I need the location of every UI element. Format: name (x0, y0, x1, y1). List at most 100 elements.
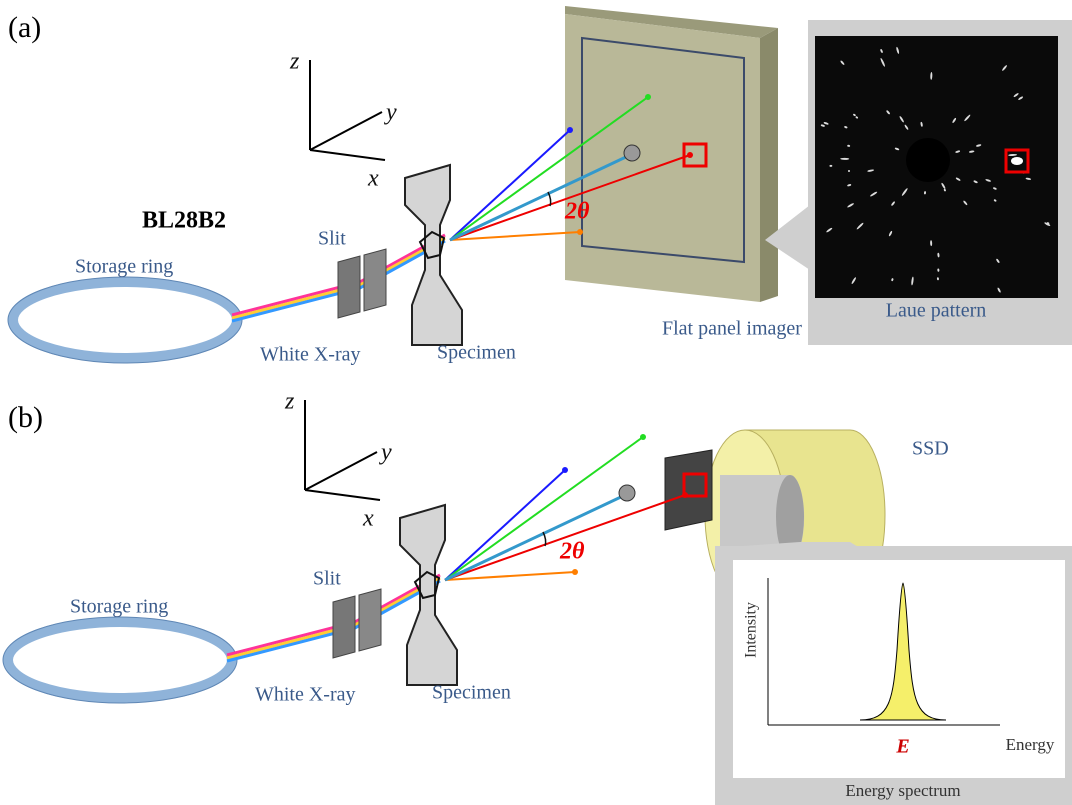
axis (309, 149, 386, 161)
laue-spot (894, 147, 900, 151)
laue-spot (955, 150, 961, 153)
laue-spot (993, 187, 997, 190)
laue-spot (993, 199, 997, 202)
label: Slit (318, 228, 346, 250)
x-axis-label: Energy (1006, 735, 1055, 754)
laue-spot (891, 278, 894, 282)
direct-beam (449, 154, 629, 242)
laue-spot (820, 124, 825, 127)
laue-spot (952, 117, 957, 123)
label: Specimen (437, 342, 516, 364)
laue-spot (936, 277, 939, 281)
axis (304, 489, 381, 501)
arrow-head (567, 127, 573, 133)
laue-spot (847, 203, 854, 208)
diffracted-beam (444, 436, 644, 581)
angle-label: 2θ (559, 539, 585, 565)
diffracted-beam (449, 96, 649, 241)
laue-spot (968, 150, 975, 153)
laue-spot (847, 144, 851, 147)
storage-ring-edge (7, 276, 243, 364)
laue-spot (870, 191, 878, 197)
laue-inset (765, 20, 1072, 345)
laue-spot (826, 227, 833, 233)
beamline-label: BL28B2 (142, 208, 226, 234)
axis (309, 111, 383, 151)
grain (413, 570, 441, 600)
diffracted-beam (449, 129, 571, 241)
laue-spot (997, 287, 1001, 293)
laue-spot (891, 201, 895, 206)
specimen (399, 503, 458, 686)
laue-spot (896, 46, 900, 54)
inset-caption: Energy spectrum (845, 781, 960, 800)
label: Storage ring (75, 256, 173, 278)
grain (418, 230, 446, 260)
arrow-head (645, 94, 651, 100)
laue-spot (880, 57, 885, 67)
laue-spot (1011, 157, 1023, 165)
flat-panel (565, 6, 778, 302)
arrow-head (682, 492, 688, 498)
slit (332, 595, 356, 659)
slit (337, 255, 361, 319)
laue-spot (867, 169, 875, 172)
laue-spot (856, 222, 864, 230)
laue-spot (911, 276, 914, 286)
laue-spot (973, 180, 978, 184)
laue-spot (829, 164, 833, 167)
laue-spot (976, 144, 982, 147)
laue-spot (888, 230, 893, 237)
axis (304, 451, 378, 491)
laue-spot (1025, 177, 1032, 180)
laue-spot (844, 126, 848, 129)
storage-ring-edge (2, 616, 238, 704)
laue-spot (1013, 93, 1019, 98)
slit (363, 248, 387, 312)
laue-spot (851, 277, 856, 284)
laue-spot (985, 179, 991, 182)
laue-spot (1044, 222, 1051, 227)
slit (358, 588, 382, 652)
peak-label: E (895, 736, 909, 758)
axis-label: z (289, 49, 300, 75)
laue-spot (904, 124, 909, 130)
panel: 2θ z y x Slit Storage ring White X-ray Specimen (7, 49, 693, 366)
detector-label: SSD (912, 438, 949, 460)
laue-spot (943, 188, 946, 192)
laue-spot (823, 122, 829, 125)
y-axis-label: Intensity (743, 602, 760, 658)
panel-label: (a) (8, 11, 41, 44)
laue-spot (886, 110, 890, 115)
axis-label: z (284, 389, 295, 415)
axis-label: x (367, 166, 379, 192)
detector-label: Flat panel imager (662, 318, 802, 340)
label: White X-ray (255, 684, 356, 706)
label: Specimen (432, 682, 511, 704)
panel: 2θ z y x Slit Storage ring White X-ray Specimen (2, 389, 688, 706)
laue-spot (930, 71, 933, 80)
laue-spot (1002, 65, 1007, 71)
diffracted-beam (444, 494, 686, 581)
angle-arc (542, 531, 547, 547)
axis-label: y (384, 100, 397, 126)
laue-spot (937, 252, 940, 258)
arrow-head (687, 152, 693, 158)
laue-spot (964, 114, 971, 122)
laue-spot (937, 268, 940, 272)
beam-stop (623, 144, 641, 162)
laue-spot (996, 258, 1000, 263)
diffracted-beam (449, 154, 691, 241)
laue-spot (847, 169, 851, 172)
laue-spot (1008, 153, 1018, 157)
laue-spot (853, 113, 856, 117)
angle-arc (547, 191, 552, 207)
laue-spot (920, 121, 923, 127)
inset-caption: Laue pattern (886, 300, 987, 322)
diffracted-beam (444, 571, 576, 581)
label: White X-ray (260, 344, 361, 366)
laue-spot (1046, 222, 1050, 225)
beam-stop (618, 484, 636, 502)
spectrum-inset (715, 542, 1072, 805)
